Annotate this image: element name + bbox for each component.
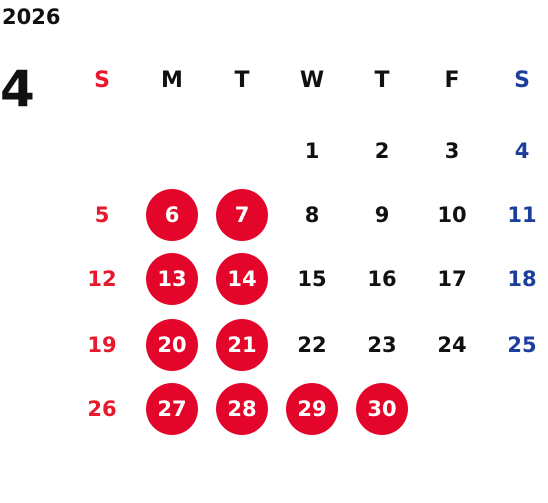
day-11[interactable]: 11 (507, 203, 537, 227)
day-14[interactable]: 14 (216, 253, 268, 305)
weekday-wednesday: W (299, 68, 325, 93)
day-12[interactable]: 12 (87, 267, 117, 291)
weekday-saturday: S (514, 68, 530, 93)
day-5[interactable]: 5 (94, 203, 110, 227)
day-28[interactable]: 28 (216, 383, 268, 435)
day-30[interactable]: 30 (356, 383, 408, 435)
day-4[interactable]: 4 (514, 139, 530, 163)
day-13[interactable]: 13 (146, 253, 198, 305)
day-9[interactable]: 9 (374, 203, 390, 227)
day-26[interactable]: 26 (87, 397, 117, 421)
day-19[interactable]: 19 (87, 333, 117, 357)
day-18[interactable]: 18 (507, 267, 537, 291)
day-8[interactable]: 8 (304, 203, 320, 227)
weekday-tuesday: T (234, 68, 250, 93)
weekday-monday: M (161, 68, 183, 93)
day-15[interactable]: 15 (297, 267, 327, 291)
day-16[interactable]: 16 (367, 267, 397, 291)
day-17[interactable]: 17 (437, 267, 467, 291)
day-6[interactable]: 6 (146, 189, 198, 241)
day-3[interactable]: 3 (444, 139, 460, 163)
day-2[interactable]: 2 (374, 139, 390, 163)
month-label: 4 (0, 60, 35, 118)
day-29[interactable]: 29 (286, 383, 338, 435)
day-7[interactable]: 7 (216, 189, 268, 241)
day-27[interactable]: 27 (146, 383, 198, 435)
day-24[interactable]: 24 (437, 333, 467, 357)
day-22[interactable]: 22 (297, 333, 327, 357)
day-20[interactable]: 20 (146, 319, 198, 371)
day-25[interactable]: 25 (507, 333, 537, 357)
day-1[interactable]: 1 (304, 139, 320, 163)
year-label: 2026 (2, 5, 61, 29)
weekday-friday: F (444, 68, 460, 93)
day-23[interactable]: 23 (367, 333, 397, 357)
day-10[interactable]: 10 (437, 203, 467, 227)
weekday-sunday: S (94, 68, 110, 93)
day-21[interactable]: 21 (216, 319, 268, 371)
weekday-thursday: T (374, 68, 390, 93)
